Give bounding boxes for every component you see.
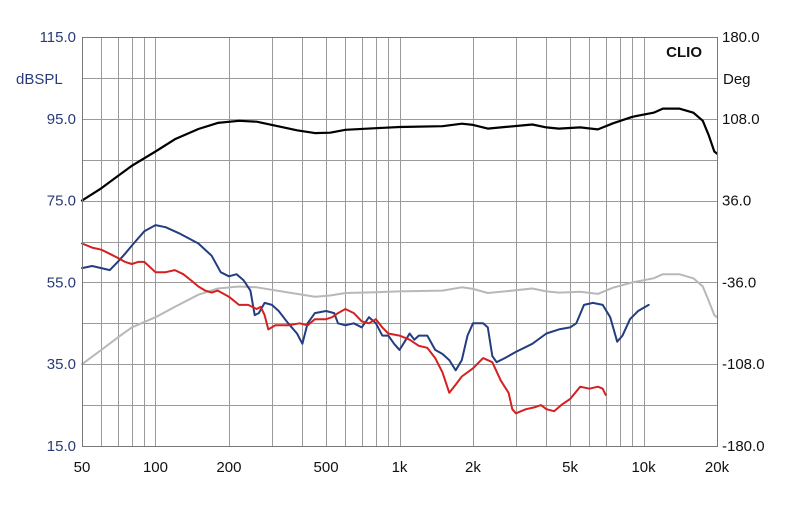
series-1-curve	[80, 107, 719, 202]
x-tick-label: 200	[216, 459, 241, 476]
clio-brand-label: CLIO	[666, 44, 702, 61]
series-4-curve	[81, 242, 607, 415]
series-2-curve	[81, 273, 718, 366]
grid	[82, 37, 717, 446]
plot-frame	[82, 37, 718, 447]
x-tick-label: 5k	[562, 459, 578, 476]
left-tick-label: 115.0	[40, 29, 76, 46]
left-tick-label: 75.0	[47, 193, 76, 210]
x-tick-label: 2k	[465, 459, 481, 476]
curves	[80, 107, 719, 415]
x-tick-label: 20k	[705, 459, 730, 476]
x-tick-label: 50	[74, 459, 91, 476]
right-tick-label: 36.0	[722, 193, 751, 210]
right-tick-label: -180.0	[722, 438, 765, 455]
left-axis-title: dBSPL	[16, 71, 63, 88]
right-tick-label: 180.0	[722, 29, 760, 46]
series-3-curve	[81, 224, 650, 372]
right-tick-label: -36.0	[722, 274, 756, 291]
right-axis-title: Deg	[723, 71, 751, 88]
tick-labels: 115.0 95.0 75.0 55.0 35.0 15.0 180.0 108.0 36.0 -…	[40, 29, 765, 476]
x-tick-label: 100	[143, 459, 168, 476]
x-tick-label: 10k	[631, 459, 656, 476]
right-tick-label: -108.0	[722, 356, 765, 373]
left-tick-label: 55.0	[47, 274, 76, 291]
right-tick-label: 108.0	[722, 111, 760, 128]
left-tick-label: 95.0	[47, 111, 76, 128]
left-tick-label: 15.0	[47, 438, 76, 455]
left-tick-label: 35.0	[47, 356, 76, 373]
x-tick-label: 1k	[392, 459, 408, 476]
x-tick-label: 500	[314, 459, 339, 476]
